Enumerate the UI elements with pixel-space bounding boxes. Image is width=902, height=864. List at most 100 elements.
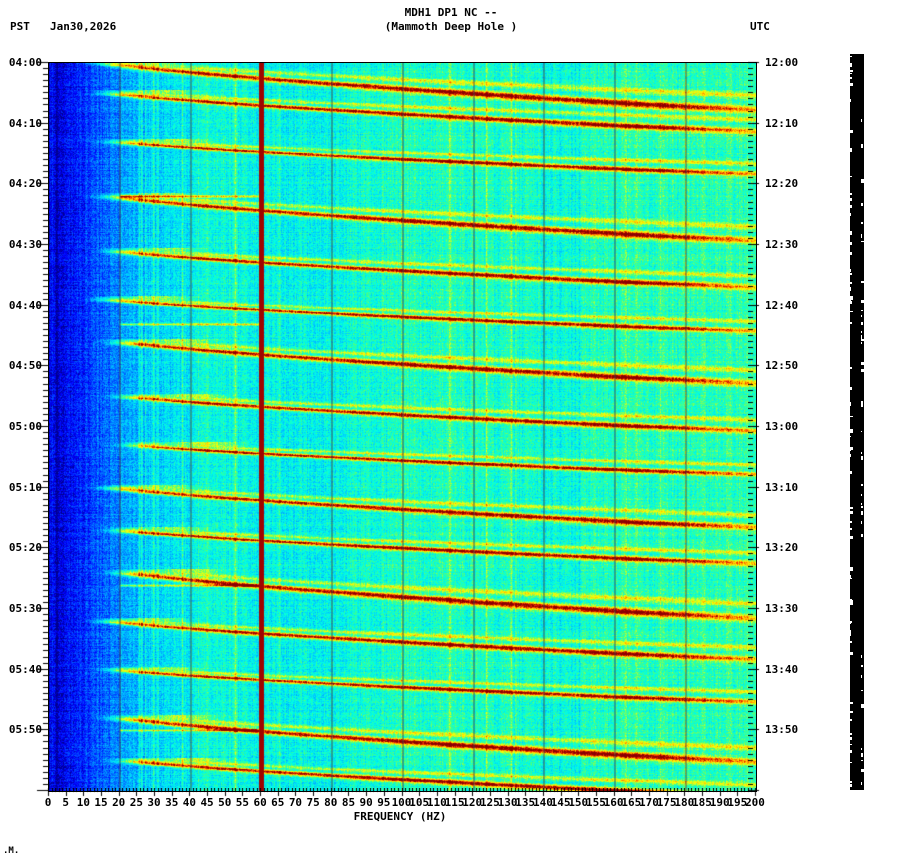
frequency-label-0: 0	[44, 796, 52, 809]
left-time-label-5: 04:50	[8, 359, 42, 373]
spectrogram-plot[interactable]	[48, 62, 757, 792]
strip-notch	[850, 63, 852, 67]
right-time-label-6: 13:00	[765, 420, 799, 433]
strip-notch	[861, 322, 863, 325]
frequency-label-100: 100	[391, 796, 412, 809]
strip-notch	[850, 205, 852, 208]
frequency-label-35: 35	[165, 796, 179, 809]
strip-notch	[850, 762, 852, 763]
frequency-label-45: 45	[200, 796, 214, 809]
strip-notch	[861, 331, 862, 333]
strip-notch	[850, 231, 852, 235]
strip-notch	[850, 781, 852, 783]
strip-notch	[850, 744, 852, 745]
strip-notch	[850, 282, 852, 284]
right-time-label-4: 12:40	[765, 298, 799, 312]
strip-notch	[850, 300, 851, 303]
strip-notch	[850, 471, 852, 474]
strip-notch	[850, 578, 852, 579]
strip-notch	[850, 130, 853, 133]
strip-notch	[861, 336, 862, 339]
strip-notch	[850, 56, 852, 57]
frequency-label-5: 5	[62, 796, 69, 809]
frequency-label-115: 115	[444, 796, 465, 809]
strip-notch	[861, 222, 863, 224]
strip-notch	[850, 702, 853, 704]
strip-notch	[850, 528, 852, 530]
strip-notch	[861, 753, 863, 757]
strip-notch	[850, 287, 851, 291]
right-time-label-1: 12:10	[765, 116, 799, 130]
frequency-label-190: 190	[709, 796, 730, 809]
right-time-label-8: 13:20	[765, 541, 799, 555]
strip-notch	[850, 575, 851, 579]
strip-notch	[861, 119, 862, 122]
strip-notch	[850, 193, 852, 195]
frequency-label-195: 195	[727, 796, 748, 809]
strip-notch	[861, 511, 863, 515]
strip-notch	[850, 176, 852, 177]
left-time-label-11: 05:50	[8, 723, 42, 737]
strip-notch	[861, 179, 864, 183]
strip-notch	[850, 269, 851, 272]
strip-notch	[861, 484, 863, 486]
strip-notch	[850, 402, 851, 406]
strip-notch	[861, 300, 864, 303]
strip-notch	[861, 506, 863, 508]
right-time-label-0: 12:00	[765, 56, 799, 69]
left-time-label-10: 05:40	[8, 662, 42, 676]
strip-notch	[850, 536, 853, 539]
x-axis-title: FREQUENCY (HZ)	[353, 810, 447, 823]
strip-notch	[861, 706, 863, 708]
strip-notch	[861, 234, 862, 238]
strip-notch	[850, 273, 852, 275]
strip-notch	[850, 521, 852, 523]
strip-notch	[850, 599, 852, 602]
strip-notch	[861, 675, 862, 678]
corner-glyph: .M.	[3, 846, 20, 856]
strip-notch	[850, 198, 852, 201]
frequency-label-65: 65	[271, 796, 285, 809]
strip-notch	[850, 733, 852, 735]
strip-notch	[861, 362, 864, 365]
strip-notch	[861, 342, 862, 344]
strip-notch	[850, 387, 852, 390]
strip-notch	[861, 503, 862, 505]
left-time-label-6: 05:00	[8, 420, 42, 433]
spectrogram-canvas[interactable]	[49, 63, 756, 791]
frequency-label-20: 20	[112, 796, 126, 809]
strip-notch	[861, 521, 862, 524]
left-time-label-7: 05:10	[8, 480, 42, 494]
left-time-label-4: 04:40	[8, 298, 42, 312]
left-time-label-8: 05:20	[8, 541, 42, 555]
frequency-label-15: 15	[94, 796, 108, 809]
strip-notch	[850, 450, 851, 451]
strip-notch	[850, 511, 853, 514]
frequency-label-90: 90	[359, 796, 373, 809]
strip-notch	[861, 369, 864, 372]
frequency-label-150: 150	[568, 796, 589, 809]
strip-notch	[850, 77, 852, 79]
strip-notch	[850, 652, 853, 655]
strip-notch	[861, 431, 862, 432]
timezone-right-label: UTC	[750, 20, 770, 33]
left-time-label-1: 04:10	[8, 116, 42, 130]
frequency-label-95: 95	[377, 796, 391, 809]
strip-notch	[850, 447, 853, 450]
strip-notch	[850, 621, 852, 623]
frequency-label-105: 105	[409, 796, 430, 809]
frequency-label-10: 10	[76, 796, 90, 809]
frequency-label-145: 145	[550, 796, 571, 809]
frequency-label-130: 130	[497, 796, 518, 809]
strip-notch	[850, 507, 853, 509]
right-time-axis-ticks	[748, 55, 774, 800]
frequency-label-125: 125	[479, 796, 500, 809]
strip-notch	[850, 784, 852, 787]
strip-notch	[861, 203, 863, 206]
left-time-label-0: 04:00	[8, 56, 42, 69]
strip-notch	[850, 622, 851, 624]
date-label: Jan30,2026	[50, 20, 117, 33]
strip-notch	[850, 436, 851, 437]
strip-notch	[850, 242, 852, 245]
frequency-label-155: 155	[585, 796, 606, 809]
